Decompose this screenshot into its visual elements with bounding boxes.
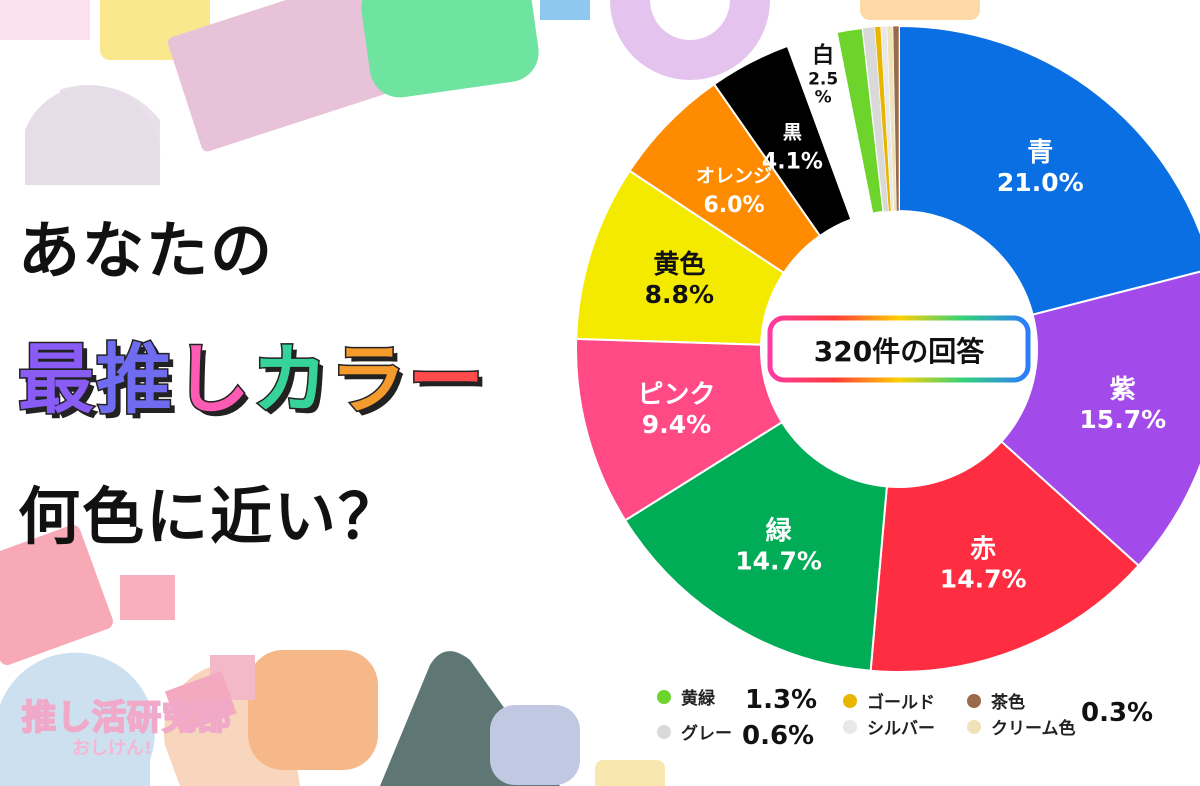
legend-label: 黄緑 [681,688,716,709]
title-char: 推 [95,334,174,426]
deco-shape [610,0,770,80]
slice-label: 紫 [1110,375,1136,405]
title-line-1: あなたの [18,214,275,287]
center-label: 320件の回答 [814,335,985,368]
deco-shape [248,650,378,770]
deco-shape [167,0,393,152]
slice-label: 白 [812,42,834,68]
logo-subtext: おしけん! [72,738,153,759]
legend-swatch [843,720,857,734]
slice-value: 14.7% [735,547,822,576]
pie-slice [898,24,1200,316]
slice-value: % [815,87,832,107]
slice-value: 6.0% [703,193,764,218]
title-char: 最 [17,334,96,426]
slice-value: 9.4% [642,410,711,439]
slice-value: 8.8% [645,280,714,309]
slice-label: 赤 [970,535,996,565]
pie-slice [892,25,900,212]
deco-shape [25,85,161,185]
legend-label: シルバー [867,719,935,739]
title-line-3: 何色に近い？ [18,480,403,553]
deco-shape [595,760,665,786]
slice-label: 黄色 [653,249,705,280]
legend-value: 0.3% [1081,698,1153,728]
slice-label: ピンク [637,380,715,410]
legend-value: 0.6% [742,721,814,751]
deco-shape [860,0,980,20]
deco-shape [0,525,113,665]
title-char: し [173,334,252,426]
title-line-2: 最推しカラー [17,318,486,428]
deco-shape [490,705,580,785]
pie-slice [623,420,888,672]
legend-label: グレー [681,723,732,744]
title-highlight: 最推しカラー [17,334,486,426]
legend-swatch [657,725,671,739]
slice-value: 4.1% [762,150,823,175]
center-badge [767,315,1031,383]
deco-shape [540,0,590,20]
legend-label: クリーム色 [991,718,1076,739]
legend-label: ゴールド [867,692,935,713]
legend-value: 1.3% [745,685,817,715]
deco-shape [361,0,539,98]
pie-slice [869,440,1140,673]
slice-value: 15.7% [1079,405,1166,434]
pie-slice [999,270,1200,568]
legend-swatch [967,694,981,708]
deco-shape [0,652,155,786]
legend-swatch [843,694,857,708]
deco-shape [0,0,90,40]
slice-label: 黒 [783,122,802,144]
logo: 推し活研究部 おしけん! [14,690,234,770]
legend-swatch [657,690,671,704]
deco-shape [120,575,175,620]
title-char: ラ [329,334,408,426]
legend-label: 茶色 [991,692,1025,713]
slice-value: 14.7% [940,565,1027,594]
slice-value: 21.0% [997,168,1084,197]
deco-shape [164,670,237,734]
slice-label: 青 [1027,138,1053,168]
legend-swatch [967,720,981,734]
logo-text: 推し活研究部 [21,697,232,739]
slice-label: 緑 [766,516,793,547]
slice-label: オレンジ [696,165,772,187]
title-char: カ [251,334,330,426]
slice-value: 2.5 [808,69,838,89]
title-char: ー [407,334,486,426]
